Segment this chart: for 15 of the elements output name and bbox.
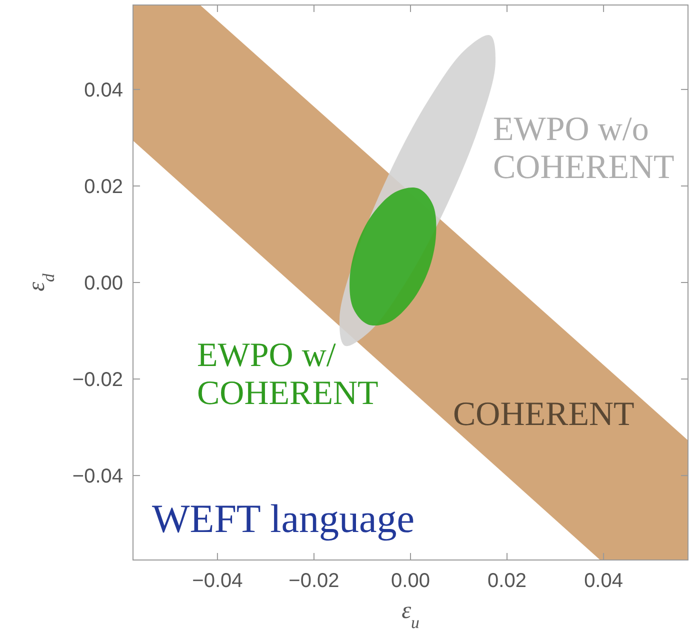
y-tick-label: −0.04 [72,466,123,488]
y-tick-label: 0.04 [84,79,123,102]
x-tick-label: 0.02 [488,570,526,592]
x-tick-label: 0.04 [584,570,624,592]
y-tick-label: −0.02 [72,369,123,392]
x-tick-label: 0.00 [391,570,430,592]
series-label: EWPO w/o COHERENT [493,111,675,186]
series-label: EWPO w/ COHERENT [197,337,379,412]
x-tick-label: −0.04 [192,570,243,592]
annotation: WEFT language [152,496,415,541]
x-axis-title: ε$_{u}$ [402,598,420,632]
series-label: COHERENT [453,396,635,433]
x-tick-label: −0.02 [288,570,340,592]
y-tick-label: 0.02 [84,176,123,198]
y-tick-label: 0.00 [84,272,123,294]
